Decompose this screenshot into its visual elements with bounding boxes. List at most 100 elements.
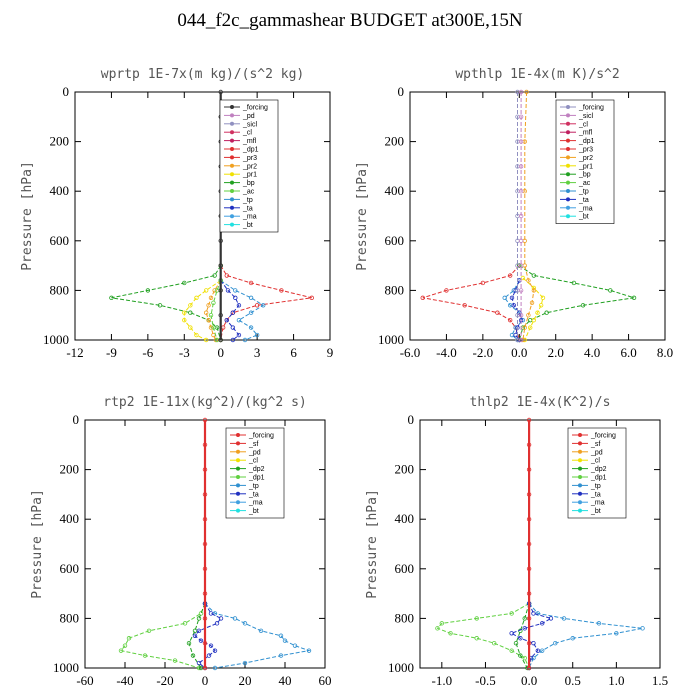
series-point-tp <box>242 337 248 343</box>
series-point-pr1 <box>182 317 187 323</box>
y-axis-label: Pressure [hPa] <box>30 489 45 599</box>
legend-marker <box>230 205 234 210</box>
series-point-forcing <box>526 442 532 447</box>
series-line-tp <box>220 280 265 341</box>
y-tick-label: 800 <box>395 610 415 625</box>
legend-marker <box>236 466 240 471</box>
legend-label: _cl <box>590 458 600 465</box>
series-point-ta <box>233 295 238 301</box>
legend-label: _ta <box>248 491 259 498</box>
series-point-bp <box>109 295 114 301</box>
series-point-forcing <box>526 591 532 596</box>
series-point-ta <box>208 611 214 616</box>
series-point-dp1 <box>146 628 152 633</box>
legend-label: _pd <box>590 449 603 456</box>
series-point-dp1 <box>509 648 514 653</box>
legend-label: _bt <box>248 508 259 515</box>
legend-marker <box>566 121 570 126</box>
series-point-forcing <box>202 541 208 547</box>
legend-marker <box>578 483 582 488</box>
plot-frame <box>74 91 331 341</box>
legend-marker <box>236 433 240 437</box>
series-point-pr2 <box>203 310 209 315</box>
series-point-ta <box>214 621 220 626</box>
series-point-tp <box>561 616 567 621</box>
series-line-tp <box>528 603 643 669</box>
series-point-bp <box>188 310 193 315</box>
series-point-dp1 <box>435 626 440 631</box>
series-point-sicl <box>518 139 524 144</box>
legend-label: _dp1 <box>578 138 595 145</box>
legend-marker <box>578 449 582 454</box>
series-point-tp <box>502 295 507 301</box>
x-tick-label: 4.0 <box>584 345 600 360</box>
legend-label: _sicl <box>242 121 257 128</box>
series-point-pr2 <box>529 300 535 305</box>
series-line-pr2 <box>205 280 222 341</box>
legend-marker <box>236 449 240 454</box>
legend-marker <box>236 500 240 505</box>
chart-title: wprtp 1E-7x(m kg)/(s^2 kg) <box>101 67 305 82</box>
series-line-ta <box>511 280 522 341</box>
series-point-sicl <box>518 238 524 243</box>
series-line-dp1 <box>436 603 530 669</box>
series-line-dp2 <box>515 603 530 669</box>
series-point-ta <box>230 337 236 343</box>
series-point-ac <box>211 325 216 330</box>
series-point-pr2 <box>212 288 217 293</box>
series-point-ta <box>225 288 231 293</box>
series-point-ta <box>509 295 515 301</box>
series-point-dp1 <box>122 643 128 648</box>
chart-panel-1: wprtp 1E-7x(m kg)/(s^2 kg) Pressure [hPa]… <box>20 67 333 360</box>
legend-label: _bt <box>590 508 601 515</box>
x-tick-label: 6 <box>290 345 297 360</box>
series-point-dp1 <box>474 616 479 621</box>
legend-label: _pr2 <box>242 163 257 170</box>
series-point-forcing <box>526 665 532 671</box>
legend-marker <box>566 189 570 193</box>
series-point-ta <box>196 660 202 666</box>
legend-marker <box>578 466 582 471</box>
legend-marker <box>230 155 234 160</box>
series-point-ta <box>531 641 536 646</box>
legend-marker <box>566 180 570 185</box>
legend: _forcing_sf_pd _cl_dp2 _dp1_tp_ta _ma_bt <box>567 427 627 519</box>
x-tick-label: 6.0 <box>620 345 636 360</box>
series-point-ta <box>208 643 214 648</box>
legend-label: _ma <box>590 500 605 507</box>
legend-label: _ac <box>242 189 255 196</box>
series-point-pr1 <box>188 325 193 330</box>
page-title: 044_f2c_gammashear BUDGET at300E,15N <box>177 10 523 31</box>
series-point-tp <box>596 621 602 626</box>
legend-marker <box>236 441 240 446</box>
x-tick-label: -40 <box>116 673 133 688</box>
y-tick-label: 200 <box>395 462 415 477</box>
x-tick-label: 8.0 <box>657 345 673 360</box>
series-point-pr1 <box>528 325 533 330</box>
x-tick-label: -1.0 <box>432 673 453 688</box>
series-point-dp1 <box>118 648 124 653</box>
x-tick-label: 20 <box>239 673 252 688</box>
series-line-pr2 <box>522 91 535 341</box>
series-point-tp <box>242 621 248 626</box>
legend-marker <box>236 491 240 496</box>
legend-marker <box>230 222 234 227</box>
series-point-forcing <box>526 541 532 547</box>
legend-marker <box>230 147 234 151</box>
x-tick-label: 9 <box>327 345 334 360</box>
x-tick-label: 0 <box>217 345 224 360</box>
legend-label: _sf <box>248 441 258 448</box>
series-point-dp1 <box>309 295 314 301</box>
series-point-dp1 <box>474 636 479 641</box>
legend-marker <box>578 458 582 463</box>
x-tick-label: 0.5 <box>565 673 581 688</box>
series-point-forcing <box>218 263 223 268</box>
series-point-dp1 <box>507 273 513 278</box>
legend-marker <box>566 155 570 160</box>
series-point-ta <box>198 638 204 643</box>
series-point-pr2 <box>208 295 214 301</box>
legend: _forcing_sicl_cl_mfl_dp1_pr3_pr2_pr1_bp_… <box>555 99 615 224</box>
legend-marker <box>236 475 240 479</box>
legend-label: _pr2 <box>578 155 593 162</box>
